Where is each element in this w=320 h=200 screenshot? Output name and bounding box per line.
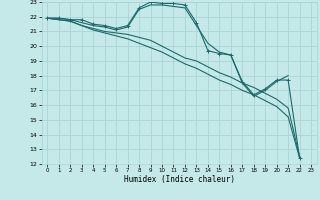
X-axis label: Humidex (Indice chaleur): Humidex (Indice chaleur)	[124, 175, 235, 184]
